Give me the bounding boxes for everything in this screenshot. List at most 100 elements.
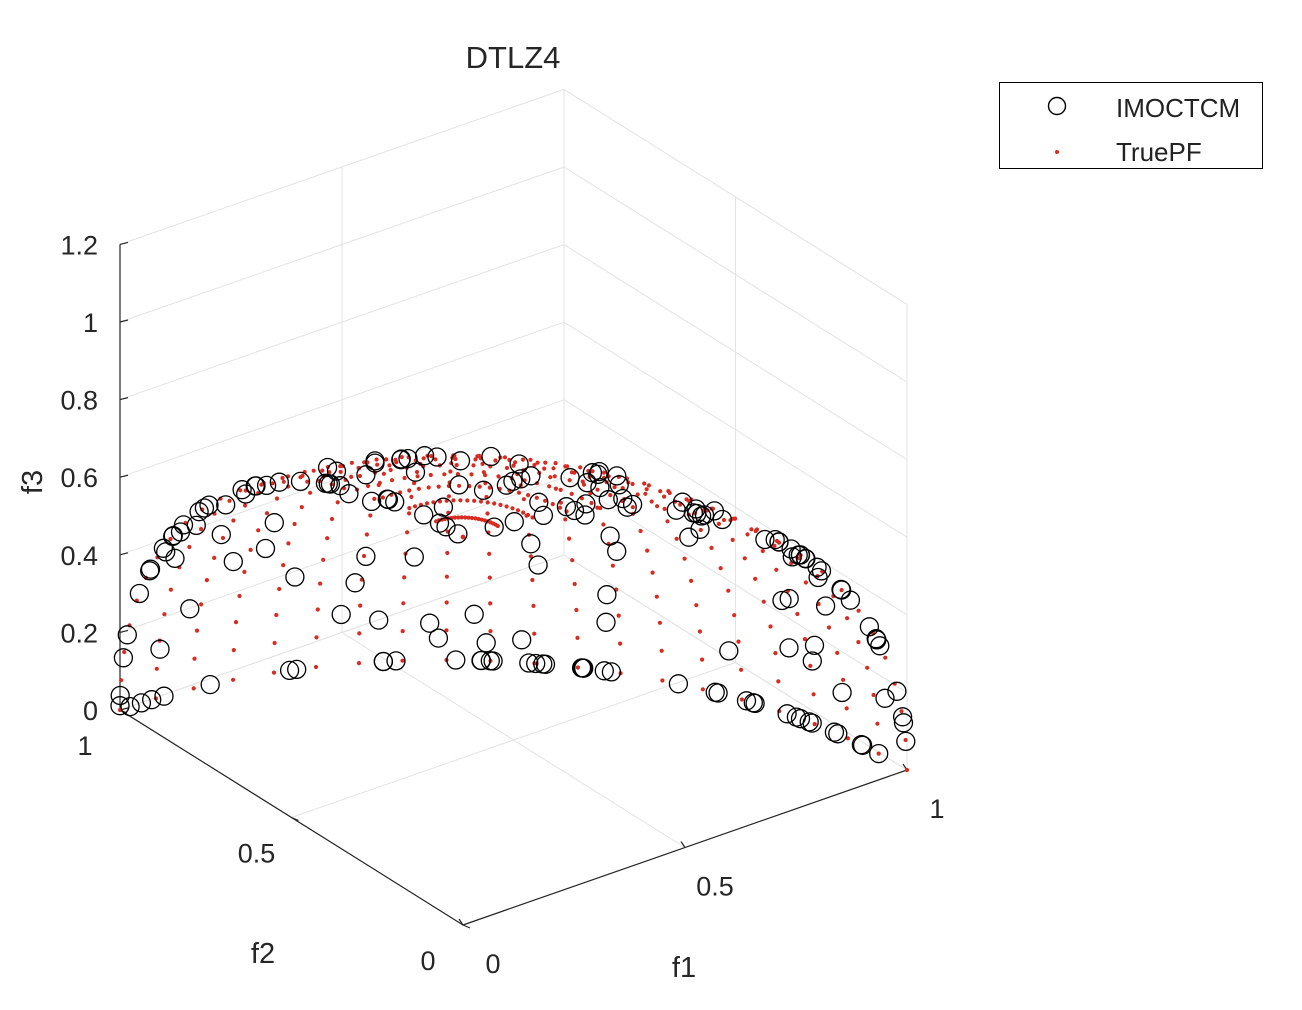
imoctcm-point <box>765 529 785 550</box>
imoctcm-point <box>131 693 152 713</box>
truepf-point <box>472 498 477 503</box>
truepf-point <box>405 530 410 535</box>
imoctcm-point <box>232 480 252 500</box>
imoctcm-point <box>528 555 548 575</box>
truepf-point <box>528 457 533 462</box>
imoctcm-point <box>690 519 710 539</box>
truepf-point <box>431 500 436 505</box>
truepf-point <box>803 580 809 585</box>
imoctcm-point <box>339 484 359 504</box>
truepf-point <box>665 519 670 524</box>
truepf-point <box>530 577 535 583</box>
imoctcm-point <box>369 610 389 630</box>
truepf-point <box>429 454 434 459</box>
imoctcm-point <box>597 585 617 605</box>
imoctcm-point <box>414 446 435 466</box>
truepf-point <box>473 457 478 462</box>
z-tick-label: 0.2 <box>60 618 98 648</box>
truepf-point <box>542 466 547 471</box>
truepf-point <box>551 466 556 471</box>
truepf-point <box>412 504 418 509</box>
truepf-point <box>375 462 380 467</box>
imoctcm-point <box>504 512 524 532</box>
truepf-point <box>444 628 449 633</box>
truepf-point <box>338 464 343 469</box>
truepf-point <box>384 457 389 462</box>
truepf-point <box>426 485 431 490</box>
legend: IMOCTCM TruePF <box>999 82 1263 169</box>
truepf-point <box>753 576 758 582</box>
truepf-point <box>768 624 773 629</box>
truepf-point <box>876 751 881 756</box>
truepf-point <box>511 463 516 468</box>
truepf-point <box>376 482 381 488</box>
truepf-point <box>526 493 531 498</box>
truepf-point <box>515 508 521 513</box>
truepf-point <box>548 475 553 480</box>
imoctcm-point <box>464 604 484 624</box>
truepf-point <box>264 511 270 516</box>
truepf-point <box>274 612 279 618</box>
truepf-point <box>402 475 407 481</box>
imoctcm-point <box>509 454 529 474</box>
imoctcm-point <box>140 561 160 581</box>
truepf-point <box>299 505 304 510</box>
truepf-point <box>459 515 464 520</box>
imoctcm-point <box>691 506 712 526</box>
imoctcm-point <box>448 524 468 544</box>
x-tick <box>458 918 464 926</box>
truepf-point <box>281 563 286 568</box>
truepf-point <box>315 607 320 612</box>
truepf-point <box>402 575 407 580</box>
truepf-point <box>492 501 497 506</box>
truepf-point <box>298 475 303 480</box>
imoctcm-point <box>216 495 236 515</box>
truepf-point <box>575 635 580 641</box>
truepf-point <box>654 594 659 599</box>
truepf-point <box>646 483 652 488</box>
truepf-point <box>231 648 236 653</box>
truepf-point <box>191 686 196 691</box>
imoctcm-point <box>521 466 541 486</box>
imoctcm-point <box>511 469 531 489</box>
imoctcm-point <box>211 524 231 545</box>
imoctcm-point <box>385 492 405 512</box>
truepf-point <box>458 498 463 503</box>
truepf-point <box>502 455 508 460</box>
imoctcm-point <box>772 590 792 611</box>
truepf-point <box>242 569 247 575</box>
truepf-point <box>469 472 474 477</box>
chart-title: DTLZ4 <box>466 40 561 75</box>
truepf-point <box>521 497 527 502</box>
truepf-point <box>389 478 395 483</box>
truepf-point <box>875 721 880 726</box>
imoctcm-point <box>590 477 610 498</box>
truepf-series <box>117 453 910 773</box>
truepf-point <box>760 548 765 554</box>
truepf-point <box>325 536 330 541</box>
imoctcm-point <box>113 648 134 668</box>
truepf-point <box>286 541 291 546</box>
truepf-point <box>570 558 575 563</box>
truepf-point <box>487 485 492 490</box>
imoctcm-point <box>779 588 799 609</box>
z-tick-label: 1 <box>83 308 98 338</box>
truepf-point <box>535 460 540 465</box>
truepf-point <box>446 494 451 499</box>
truepf-point <box>645 548 650 553</box>
truepf-point <box>496 474 501 479</box>
z-tick <box>119 474 129 478</box>
z-tick <box>119 397 129 401</box>
x-tick <box>680 841 686 848</box>
axes: 0 0.2 0.4 0.6 0.8 1 1.2 0 0.5 1 0 0.5 1 <box>60 230 944 979</box>
imoctcm-point <box>236 484 256 504</box>
truepf-point <box>212 555 217 561</box>
truepf-point <box>498 502 503 507</box>
truepf-point <box>531 603 536 609</box>
imoctcm-point <box>600 526 620 546</box>
truepf-point <box>478 499 484 504</box>
truepf-point <box>716 521 722 527</box>
imoctcm-point <box>433 497 454 517</box>
imoctcm-point <box>704 501 725 521</box>
truepf-point <box>415 474 420 479</box>
